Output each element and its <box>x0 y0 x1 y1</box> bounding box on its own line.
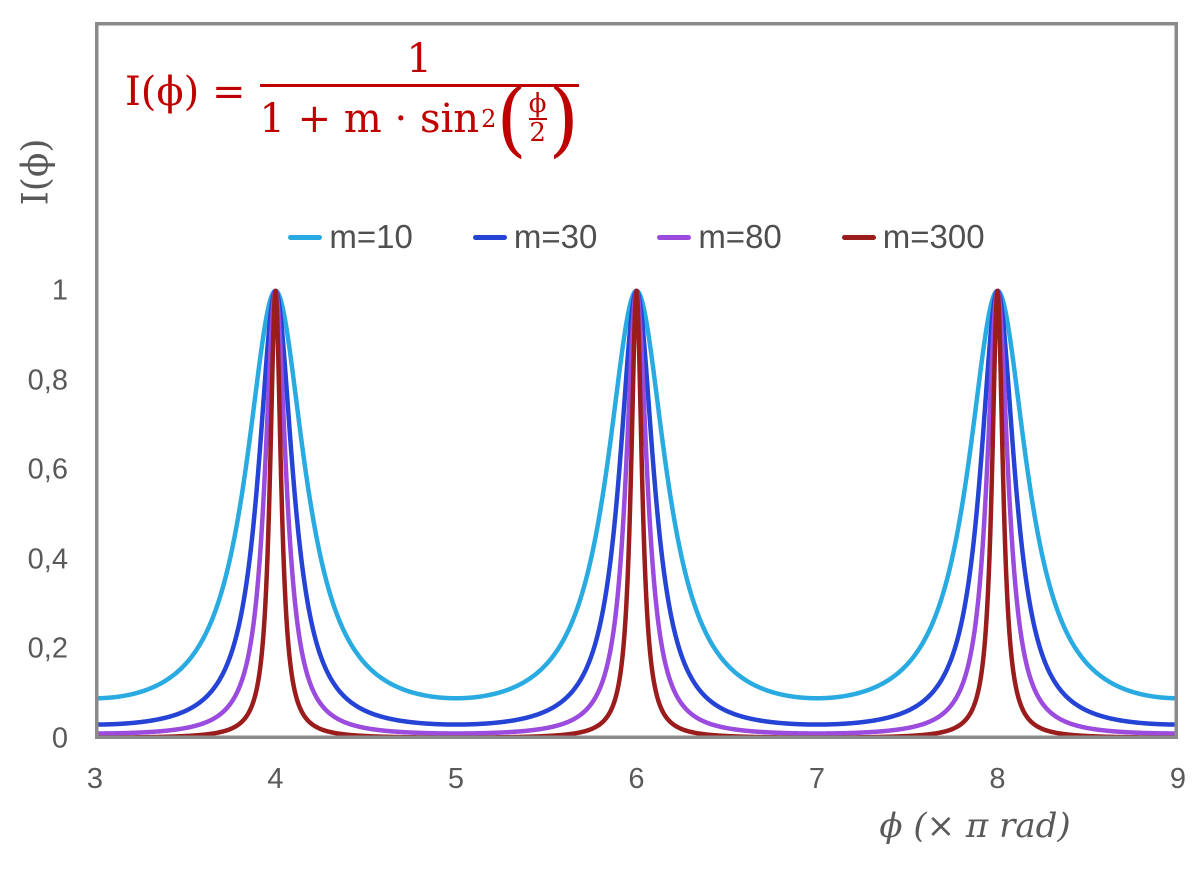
legend-item-m=300: m=300 <box>841 218 985 256</box>
legend-line-swatch <box>657 234 692 240</box>
legend-label: m=300 <box>882 218 985 255</box>
y-tick-label: 0 <box>51 722 68 755</box>
legend-item-m=30: m=30 <box>472 218 598 256</box>
formula-fraction: 1 1 + m · sin 2 ( ϕ 2 ) <box>259 36 579 167</box>
x-axis-title: ϕ (× π rad) <box>879 806 1071 846</box>
curve-m=80 <box>95 288 1178 736</box>
legend-item-m=80: m=80 <box>657 218 782 256</box>
x-tick-label: 6 <box>628 763 645 795</box>
legend-line-swatch <box>841 234 876 240</box>
formula-annotation: I(ϕ) = 1 1 + m · sin 2 ( ϕ 2 ) <box>125 36 579 167</box>
formula-den-text: 1 + m · sin <box>259 96 480 143</box>
legend-item-m=10: m=10 <box>288 218 413 256</box>
legend-label: m=30 <box>513 218 598 255</box>
plot-area <box>95 22 1178 739</box>
y-tick-label: 0,2 <box>27 632 68 665</box>
legend: m=10 m=30 m=80 m=300 <box>95 218 1178 256</box>
formula-numerator: 1 <box>406 36 432 82</box>
x-tick-label: 3 <box>86 763 104 795</box>
curve-m=30 <box>95 288 1178 727</box>
x-tick-label: 7 <box>808 763 826 795</box>
y-tick-label: 1 <box>51 274 68 307</box>
formula-fraction-bar <box>259 84 579 87</box>
inner-numerator: ϕ <box>528 89 547 119</box>
y-tick-label: 0,4 <box>27 543 68 576</box>
plot-border <box>95 22 1178 739</box>
legend-line-swatch <box>288 234 323 240</box>
formula-denominator: 1 + m · sin 2 ( ϕ 2 ) <box>259 72 579 167</box>
inner-fraction-bar <box>528 118 547 121</box>
legend-label: m=80 <box>698 218 782 255</box>
x-tick-label: 8 <box>989 763 1006 795</box>
curve-m=300 <box>95 288 1178 739</box>
x-tick-label: 9 <box>1169 763 1187 795</box>
formula-inner-fraction: ϕ 2 <box>528 89 547 149</box>
inner-denominator: 2 <box>529 118 546 149</box>
legend-label: m=10 <box>329 218 413 255</box>
legend-line-swatch <box>472 234 507 240</box>
x-tick-label: 5 <box>447 763 465 795</box>
x-tick-label: 4 <box>267 763 284 795</box>
y-tick-label: 0,6 <box>27 453 68 486</box>
formula-lhs: I(ϕ) = <box>125 68 246 115</box>
y-tick-label: 0,8 <box>27 364 68 396</box>
y-axis-title: I(ϕ) <box>15 138 57 206</box>
